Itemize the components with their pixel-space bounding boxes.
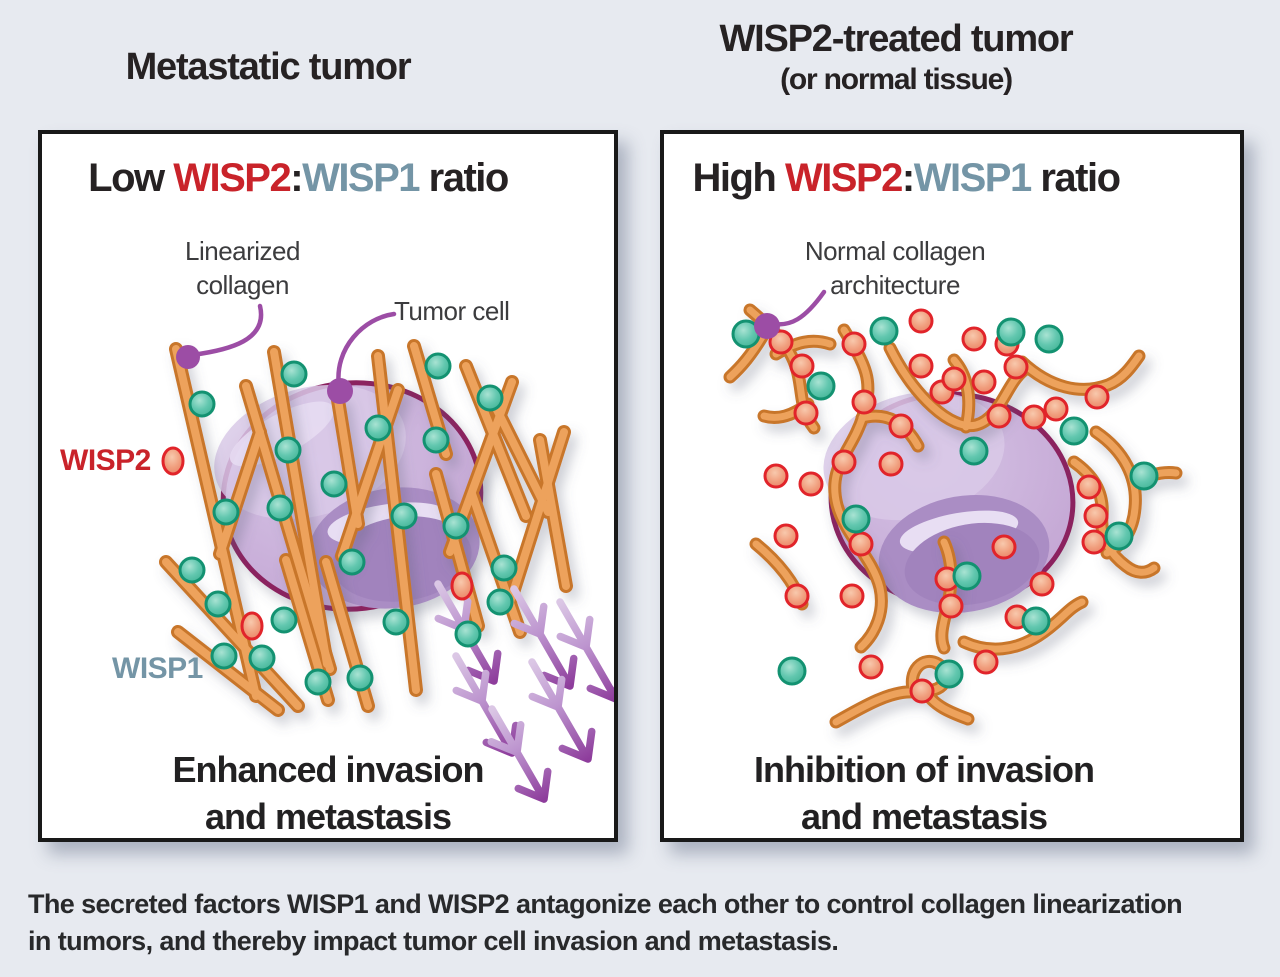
wisp2-legend-label: WISP2: [60, 444, 151, 477]
wisp1-legend-dot: [210, 642, 238, 670]
wisp2-legend-dot: [161, 446, 185, 476]
metastatic-tumor-panel: Low WISP2:WISP1 ratio Linearized collage…: [38, 130, 618, 842]
treated-tumor-illustration: [664, 289, 1240, 838]
metastatic-tumor-illustration: [42, 303, 614, 803]
left-ratio-heading: Low WISP2:WISP1 ratio: [12, 156, 584, 201]
figure-caption-line2: in tumors, and thereby impact tumor cell…: [28, 926, 839, 956]
normal-collagen-label-line1: Normal collagen: [804, 236, 986, 266]
linearized-collagen-label-line2: collagen: [196, 270, 289, 300]
tumor-cell-label: Tumor cell: [394, 296, 510, 326]
heading-wisp1: WISP1: [302, 156, 420, 200]
left-outcome-line2: and metastasis: [204, 796, 452, 837]
collagen-callout-pointer: [176, 303, 264, 369]
right-column-title: WISP2-treated tumor (or normal tissue): [604, 16, 1188, 98]
normal-collagen-label: Normal collagen architecture: [785, 234, 1005, 302]
wisp2-dots: [763, 308, 1110, 704]
tumor-cell-callout-pointer: [327, 311, 397, 404]
right-column-title-line1: WISP2-treated tumor: [719, 18, 1073, 60]
right-outcome-line2: and metastasis: [800, 796, 1048, 837]
left-column-title: Metastatic tumor: [125, 46, 412, 88]
left-outcome-line1: Enhanced invasion: [172, 749, 484, 790]
normal-collagen-callout-pointer: [754, 289, 827, 339]
heading-wisp1: WISP1: [913, 156, 1032, 200]
heading-wisp2: WISP2: [173, 156, 291, 200]
wisp2-dots: [161, 446, 474, 641]
right-ratio-heading: High WISP2:WISP1 ratio: [618, 156, 1194, 201]
linearized-collagen-label-line1: Linearized: [185, 236, 300, 266]
wisp1-legend-label: WISP1: [112, 652, 203, 685]
figure-caption: The secreted factors WISP1 and WISP2 ant…: [28, 886, 1263, 960]
heading-low: Low: [88, 156, 174, 200]
wisp2-treated-tumor-panel: High WISP2:WISP1 ratio Normal collagen a…: [660, 130, 1244, 842]
right-outcome-line1: Inhibition of invasion: [754, 749, 1095, 790]
wisp1-dots: [731, 316, 1159, 689]
right-column-title-line2: (or normal tissue): [780, 63, 1013, 96]
heading-wisp2: WISP2: [784, 156, 903, 200]
wisp1-dots: [178, 352, 518, 696]
heading-colon: :: [290, 156, 303, 200]
heading-ratio: ratio: [419, 156, 510, 200]
heading-colon: :: [901, 156, 915, 200]
left-outcome-text: Enhanced invasion and metastasis: [42, 746, 614, 840]
heading-high: High: [692, 156, 785, 200]
figure-caption-line1: The secreted factors WISP1 and WISP2 ant…: [28, 889, 1183, 919]
heading-ratio: ratio: [1030, 156, 1121, 200]
linearized-collagen-label: Linearized collagen: [160, 234, 325, 302]
normal-collagen-label-line2: architecture: [830, 270, 960, 300]
right-outcome-text: Inhibition of invasion and metastasis: [636, 746, 1212, 840]
